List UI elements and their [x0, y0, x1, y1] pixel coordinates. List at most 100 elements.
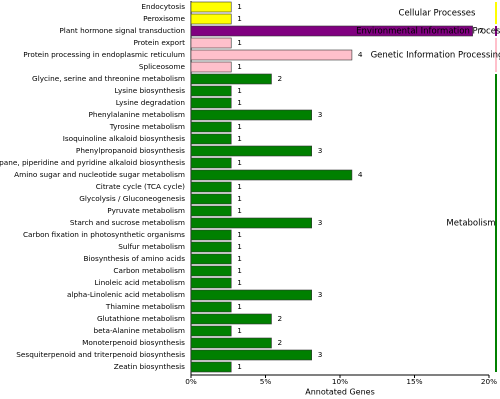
- value-label: 1: [237, 326, 242, 335]
- value-label: 3: [318, 218, 323, 227]
- value-label: 1: [237, 62, 242, 71]
- bar: [190, 37, 232, 49]
- bar: [190, 169, 353, 181]
- bar: [190, 1, 232, 13]
- value-label: 1: [237, 38, 242, 47]
- x-tick-label: 15%: [406, 377, 422, 386]
- value-label: 1: [237, 302, 242, 311]
- category-label: Lysine degradation: [116, 98, 185, 107]
- category-label: Zeatin biosynthesis: [114, 362, 185, 371]
- category-label: Sulfur metabolism: [118, 242, 185, 251]
- value-label: 3: [318, 146, 323, 155]
- category-label: Citrate cycle (TCA cycle): [96, 182, 185, 191]
- value-label: 3: [318, 290, 323, 299]
- bar: [190, 313, 272, 325]
- category-label: Carbon fixation in photosynthetic organi…: [23, 230, 185, 239]
- bar: [190, 337, 272, 349]
- bar: [190, 253, 232, 265]
- value-label: 1: [237, 158, 242, 167]
- value-label: 1: [237, 2, 242, 11]
- value-label: 1: [237, 14, 242, 23]
- x-tick-label: 10%: [332, 377, 348, 386]
- category-label: Phenylpropanoid biosynthesis: [76, 146, 185, 155]
- bar: [190, 49, 353, 61]
- bar: [190, 241, 232, 253]
- value-label: 1: [237, 122, 242, 131]
- bar: [190, 325, 232, 337]
- category-label: Thiamine metabolism: [105, 302, 185, 311]
- bar: [190, 301, 232, 313]
- category-label: Spliceosome: [139, 62, 186, 71]
- x-tick-label: 0%: [185, 377, 197, 386]
- bar: [190, 181, 232, 193]
- bar: [190, 193, 232, 205]
- value-label: 1: [237, 182, 242, 191]
- bar: [190, 13, 232, 25]
- category-label: Starch and sucrose metabolism: [70, 218, 185, 227]
- value-label: 1: [237, 278, 242, 287]
- value-label: 3: [318, 110, 323, 119]
- bar: [190, 133, 232, 145]
- value-label: 1: [237, 266, 242, 275]
- bar: [190, 217, 312, 229]
- category-label: Amino sugar and nucleotide sugar metabol…: [14, 170, 185, 179]
- category-label: Lysine biosynthesis: [115, 86, 186, 95]
- bar: [190, 289, 312, 301]
- group-label: Genetic Information Processing: [371, 51, 500, 61]
- value-label: 2: [277, 74, 282, 83]
- value-label: 1: [237, 230, 242, 239]
- value-label: 2: [277, 314, 282, 323]
- bar: [190, 73, 272, 85]
- group-label: Cellular Processes: [399, 9, 477, 19]
- category-label: Tyrosine metabolism: [109, 122, 185, 131]
- category-label: Linoleic acid metabolism: [94, 278, 185, 287]
- group-label: Environmental Information Processing: [356, 27, 500, 37]
- category-label: Sesquiterpenoid and triterpenoid biosynt…: [16, 350, 185, 359]
- value-label: 4: [358, 170, 363, 179]
- category-label: Protein export: [133, 38, 185, 47]
- category-label: Peroxisome: [143, 14, 185, 23]
- value-label: 1: [237, 134, 242, 143]
- category-label: Isoquinoline alkaloid biosynthesis: [63, 134, 185, 143]
- category-label: Glutathione metabolism: [97, 314, 185, 323]
- value-label: 7: [479, 26, 484, 35]
- value-label: 1: [237, 86, 242, 95]
- category-label: Phenylalanine metabolism: [88, 110, 185, 119]
- category-label: Endocytosis: [141, 2, 185, 11]
- category-label: Glycolysis / Gluconeogenesis: [79, 194, 185, 203]
- category-label: beta-Alanine metabolism: [94, 326, 186, 335]
- value-label: 1: [237, 242, 242, 251]
- value-label: 1: [237, 254, 242, 263]
- category-label: alpha-Linolenic acid metabolism: [67, 290, 185, 299]
- bar: [190, 265, 232, 277]
- category-label: Tropane, piperidine and pyridine alkaloi…: [0, 158, 185, 167]
- value-label: 1: [237, 194, 242, 203]
- value-label: 1: [237, 206, 242, 215]
- bar: [190, 205, 232, 217]
- bar: [190, 109, 312, 121]
- category-label: Monoterpenoid biosynthesis: [82, 338, 185, 347]
- x-tick-label: 20%: [481, 377, 497, 386]
- bar: [190, 361, 232, 373]
- bar: [190, 145, 312, 157]
- value-label: 1: [237, 362, 242, 371]
- bar: [190, 85, 232, 97]
- value-label: 3: [318, 350, 323, 359]
- bar: [190, 97, 232, 109]
- group-label: Metabolism: [446, 219, 495, 229]
- bar: [190, 229, 232, 241]
- value-label: 4: [358, 50, 363, 59]
- category-label: Glycine, serine and threonine metabolism: [32, 74, 185, 83]
- category-label: Carbon metabolism: [113, 266, 185, 275]
- bar: [190, 61, 232, 73]
- bar: [190, 121, 232, 133]
- category-label: Pyruvate metabolism: [107, 206, 185, 215]
- x-axis-label: Annotated Genes: [305, 388, 375, 397]
- category-label: Protein processing in endoplasmic reticu…: [23, 50, 185, 59]
- x-tick-label: 5%: [260, 377, 272, 386]
- value-label: 1: [237, 98, 242, 107]
- category-label: Plant hormone signal transduction: [59, 26, 185, 35]
- bar: [190, 349, 312, 361]
- value-label: 2: [277, 338, 282, 347]
